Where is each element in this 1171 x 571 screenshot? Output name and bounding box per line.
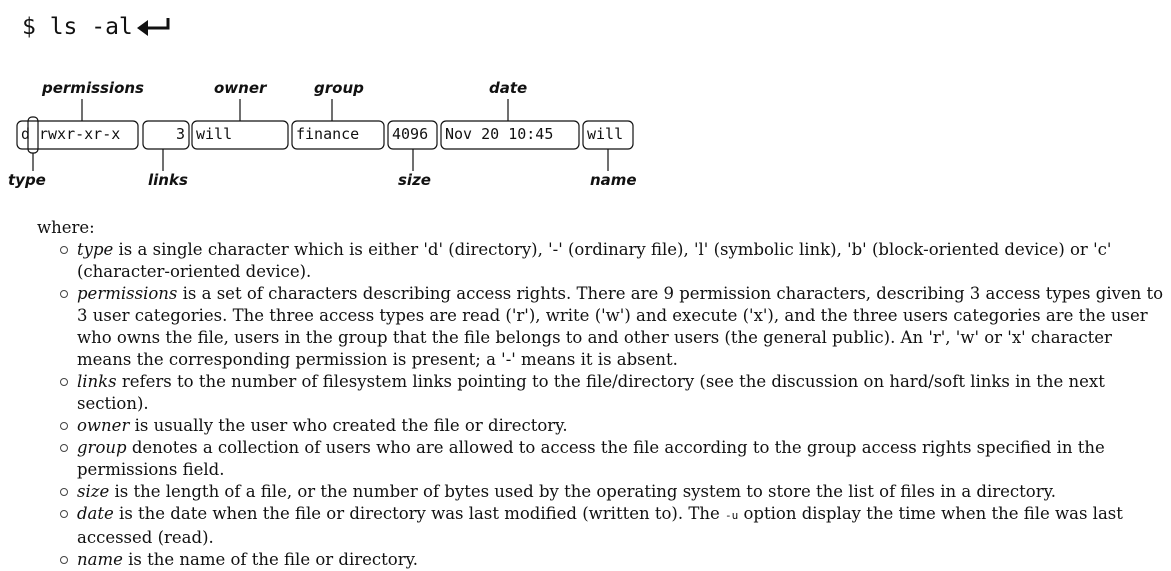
list-item: size is the length of a file, or the num… (60, 481, 1168, 503)
bullet-icon (60, 488, 68, 496)
label-owner: owner (214, 79, 268, 97)
type-char: d (21, 125, 30, 143)
bullet-icon (60, 378, 68, 386)
term: size (77, 482, 110, 501)
term: date (77, 504, 114, 523)
term: name (77, 550, 123, 569)
bullet-icon (60, 444, 68, 452)
description: is the name of the file or directory. (122, 550, 418, 569)
label-group: group (314, 79, 364, 97)
label-type: type (8, 171, 46, 189)
date-value: Nov 20 10:45 (445, 125, 553, 143)
term: owner (77, 416, 130, 435)
date-box (440, 120, 580, 150)
description: is a single character which is either 'd… (77, 240, 1112, 281)
description: is the date when the file or directory w… (113, 504, 725, 523)
bullet-icon (60, 556, 68, 564)
term: links (77, 372, 117, 391)
list-item: owner is usually the user who created th… (60, 415, 1168, 437)
list-item: type is a single character which is eith… (60, 239, 1168, 283)
bullet-icon (60, 422, 68, 430)
term: type (77, 240, 114, 259)
group-box (291, 120, 385, 150)
description: denotes a collection of users who are al… (77, 438, 1105, 479)
description: is the length of a file, or the number o… (109, 482, 1056, 501)
owner-value: will (196, 125, 232, 143)
label-links: links (148, 171, 188, 189)
label-date: date (489, 79, 527, 97)
description: is usually the user who created the file… (129, 416, 568, 435)
label-name: name (590, 171, 637, 189)
term: group (77, 438, 127, 457)
description-continued: option display the time when the file wa… (77, 504, 1123, 547)
label-permissions: permissions (41, 79, 144, 97)
description: refers to the number of filesystem links… (77, 372, 1105, 413)
label-size: size (398, 171, 431, 189)
command-line: $ ls -al (22, 14, 133, 40)
size-value: 4096 (392, 125, 428, 143)
description: is a set of characters describing access… (77, 284, 1164, 369)
links-box (142, 120, 190, 150)
group-value: finance (296, 125, 359, 143)
permissions-box (16, 120, 139, 150)
term: permissions (77, 284, 178, 303)
enter-key-icon (137, 18, 170, 36)
list-item: links refers to the number of filesystem… (60, 371, 1168, 415)
name-value: will (587, 125, 623, 143)
links-value: 3 (176, 125, 185, 143)
list-item: name is the name of the file or director… (60, 549, 1168, 571)
bullet-icon (60, 290, 68, 298)
definition-list: type is a single character which is eith… (60, 239, 1168, 571)
list-item: permissions is a set of characters descr… (60, 283, 1168, 371)
bullet-icon (60, 246, 68, 254)
owner-box (191, 120, 289, 150)
permissions-value: rwxr-xr-x (39, 125, 120, 143)
list-item: group denotes a collection of users who … (60, 437, 1168, 481)
where-label: where: (37, 218, 95, 237)
bullet-icon (60, 510, 68, 518)
list-item: date is the date when the file or direct… (60, 503, 1168, 549)
option-code: -u (724, 509, 739, 522)
ls-output-diagram: permissions owner group date d rwxr-xr-x… (0, 75, 650, 199)
